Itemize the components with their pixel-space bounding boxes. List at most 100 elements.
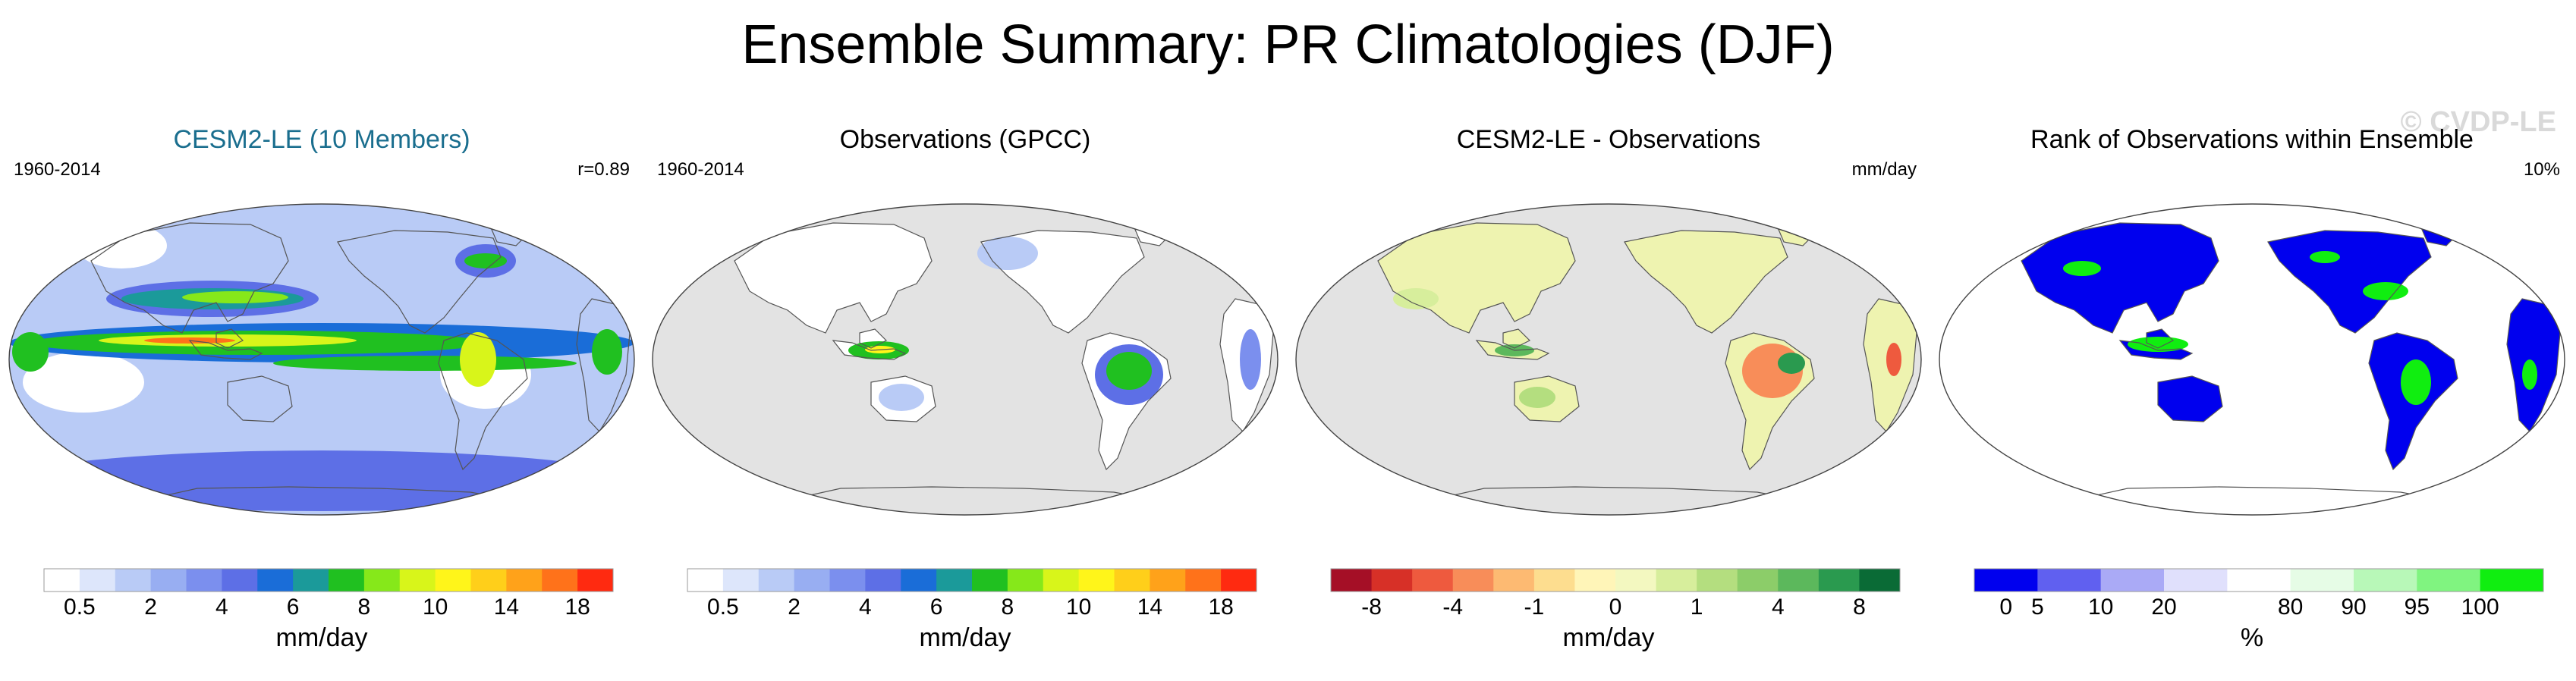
world-map bbox=[652, 203, 1279, 516]
colorbar-swatch bbox=[758, 569, 795, 592]
period-label: 1960-2014 bbox=[657, 159, 744, 180]
colorbar-swatch bbox=[329, 569, 365, 592]
colorbar-swatch bbox=[2354, 569, 2417, 592]
colorbar-tick-label: -1 bbox=[1524, 595, 1545, 620]
panel-difference: CESM2-LE - Observations mm/day -8 -4 -1 0 1 4… bbox=[1287, 114, 1930, 681]
colorbar-tick-label: 0 bbox=[1999, 595, 2012, 620]
colorbar-swatch bbox=[1533, 569, 1575, 592]
colorbar-tick-label: 0 bbox=[1609, 595, 1622, 620]
colorbar-swatch bbox=[363, 569, 401, 592]
colorbar-swatch bbox=[1221, 569, 1257, 592]
colorbar-tick-label: 20 bbox=[2151, 595, 2176, 620]
colorbar-swatch bbox=[115, 569, 152, 592]
colorbar-tick-label: 5 bbox=[2031, 595, 2044, 620]
colorbar-swatch bbox=[1974, 569, 2038, 592]
colorbar: 0.5 2 4 6 8 10 14 18 bbox=[687, 568, 1257, 620]
colorbar-swatch bbox=[722, 569, 760, 592]
colorbar-swatch bbox=[257, 569, 294, 592]
colorbar-swatch bbox=[1452, 569, 1494, 592]
colorbar-tick-label: 10 bbox=[1066, 595, 1091, 620]
colorbar-swatch bbox=[2290, 569, 2354, 592]
world-map bbox=[8, 203, 635, 516]
panel-observations: Observations (GPCC) 1960-2014 0.5 2 4 6 8 10 1… bbox=[643, 114, 1287, 681]
panel-model-climatology: CESM2-LE (10 Members) 1960-2014 r=0.89 0… bbox=[0, 114, 643, 681]
colorbar-tick-label: 4 bbox=[215, 595, 228, 620]
colorbar-swatch bbox=[1493, 569, 1535, 592]
colorbar-tick-label: 6 bbox=[930, 595, 943, 620]
colorbar-swatch bbox=[2164, 569, 2228, 592]
colorbar-swatch bbox=[1818, 569, 1860, 592]
colorbar-tick-label: 95 bbox=[2405, 595, 2430, 620]
panel-title: CESM2-LE - Observations bbox=[1456, 125, 1761, 154]
colorbar-swatch bbox=[687, 569, 724, 592]
colorbar-tick-label: 14 bbox=[494, 595, 519, 620]
colorbar-swatch bbox=[542, 569, 578, 592]
colorbar-tick-label: 10 bbox=[2088, 595, 2113, 620]
colorbar-swatch bbox=[936, 569, 973, 592]
colorbar-tick-label: 2 bbox=[144, 595, 157, 620]
colorbar-swatch bbox=[829, 569, 866, 592]
colorbar-swatch bbox=[1185, 569, 1222, 592]
colorbar-tick-label: 1 bbox=[1691, 595, 1703, 620]
colorbar-swatch bbox=[794, 569, 830, 592]
colorbar-swatch bbox=[1615, 569, 1657, 592]
units-label: mm/day bbox=[1851, 159, 1917, 180]
colorbar-tick-label: 14 bbox=[1137, 595, 1162, 620]
colorbar-swatch bbox=[1114, 569, 1150, 592]
colorbar-swatch bbox=[865, 569, 901, 592]
colorbar: 0 5 10 20 80 90 95 100 bbox=[1974, 568, 2544, 620]
colorbar-swatch bbox=[1412, 569, 1454, 592]
colorbar-swatch bbox=[2100, 569, 2165, 592]
colorbar-swatch bbox=[1078, 569, 1115, 592]
colorbar-tick-label: 90 bbox=[2341, 595, 2366, 620]
panel-rank: Rank of Observations within Ensemble 10%… bbox=[1930, 114, 2574, 681]
colorbar-units: % bbox=[2240, 623, 2264, 652]
colorbar-tick-label: 8 bbox=[358, 595, 371, 620]
colorbar-tick-label: 100 bbox=[2461, 595, 2499, 620]
colorbar-swatch bbox=[1007, 569, 1044, 592]
colorbar-swatch bbox=[79, 569, 116, 592]
colorbar-swatch bbox=[2417, 569, 2481, 592]
colorbar-tick-label: 8 bbox=[1002, 595, 1014, 620]
colorbar-swatch bbox=[1697, 569, 1738, 592]
pattern-correlation-label: r=0.89 bbox=[577, 159, 630, 180]
colorbar-tick-label: 80 bbox=[2278, 595, 2303, 620]
colorbar-swatch bbox=[1574, 569, 1616, 592]
colorbar-swatch bbox=[506, 569, 543, 592]
colorbar-swatch bbox=[1778, 569, 1820, 592]
colorbar-tick-label: 18 bbox=[1208, 595, 1233, 620]
colorbar-tick-label: 10 bbox=[423, 595, 448, 620]
panel-title: CESM2-LE (10 Members) bbox=[173, 125, 470, 154]
colorbar-swatch bbox=[435, 569, 471, 592]
percent-label: 10% bbox=[2523, 159, 2560, 180]
colorbar-tick-label: 8 bbox=[1853, 595, 1866, 620]
colorbar-swatch bbox=[186, 569, 222, 592]
main-title: Ensemble Summary: PR Climatologies (DJF) bbox=[741, 14, 1835, 75]
colorbar-tick-label: 2 bbox=[788, 595, 800, 620]
colorbar-swatch bbox=[901, 569, 937, 592]
colorbar-units: mm/day bbox=[275, 623, 368, 652]
world-map bbox=[1939, 203, 2565, 516]
colorbar-tick-label: 4 bbox=[859, 595, 872, 620]
colorbar-tick-label: 6 bbox=[287, 595, 300, 620]
colorbar-swatch bbox=[2480, 569, 2544, 592]
colorbar-tick-label: 18 bbox=[565, 595, 590, 620]
colorbar-units: mm/day bbox=[1562, 623, 1655, 652]
colorbar-swatch bbox=[1371, 569, 1413, 592]
colorbar-swatch bbox=[1737, 569, 1779, 592]
colorbar: -8 -4 -1 0 1 4 8 bbox=[1330, 568, 1901, 620]
colorbar-swatch bbox=[293, 569, 329, 592]
colorbar-swatch bbox=[2037, 569, 2102, 592]
colorbar-tick-label: 0.5 bbox=[64, 595, 96, 620]
colorbar-swatch bbox=[222, 569, 258, 592]
colorbar-swatch bbox=[972, 569, 1008, 592]
panel-title: Observations (GPCC) bbox=[839, 125, 1091, 154]
colorbar-swatch bbox=[2227, 569, 2291, 592]
colorbar-swatch bbox=[1150, 569, 1186, 592]
colorbar-tick-label: 4 bbox=[1772, 595, 1785, 620]
colorbar-tick-label: -4 bbox=[1442, 595, 1463, 620]
colorbar-tick-label: 0.5 bbox=[707, 595, 739, 620]
colorbar-swatch bbox=[1043, 569, 1080, 592]
colorbar-swatch bbox=[1859, 569, 1901, 592]
watermark: © CVDP-LE bbox=[2400, 106, 2556, 138]
